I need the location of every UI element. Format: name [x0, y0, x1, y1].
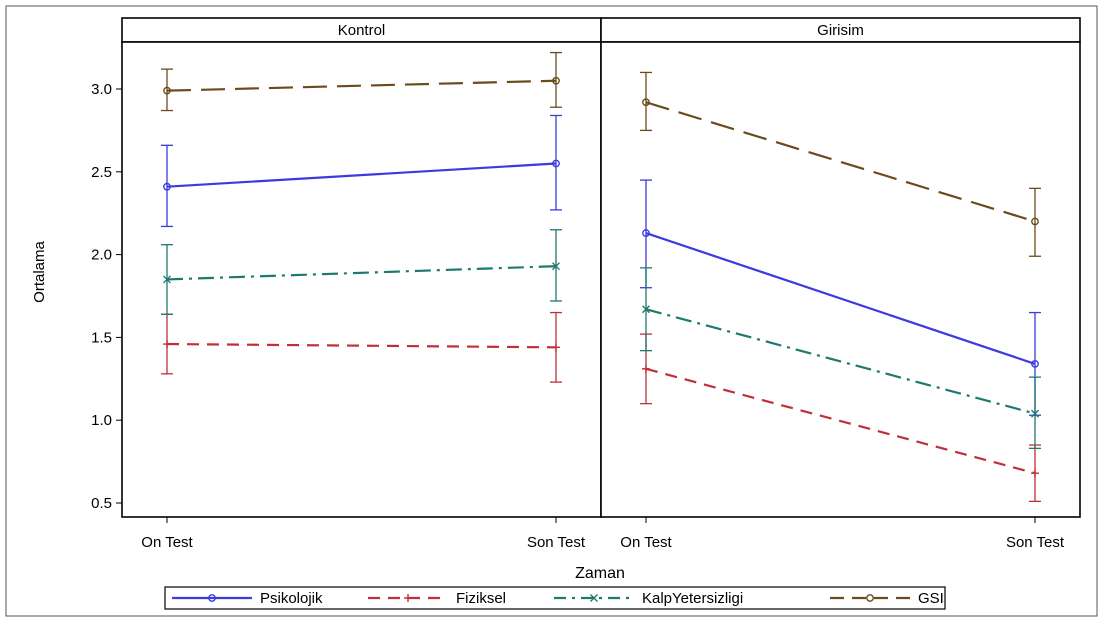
y-axis: 0.5 1.0 1.5 2.0 2.5 3.0: [91, 81, 122, 512]
x-tick-label: On Test: [141, 534, 193, 551]
series-line: [166, 265, 557, 281]
data-point: [163, 86, 171, 95]
data-point: [642, 305, 650, 314]
series-line: [645, 367, 1036, 475]
series-line: [166, 162, 557, 188]
series-line: [645, 308, 1036, 415]
y-tick-label: 3.0: [91, 81, 112, 98]
legend: Psikolojik Fiziksel KalpYetersizligi GSI: [164, 586, 946, 610]
series-kalpyetersizligi: [161, 229, 562, 315]
data-point: [552, 76, 560, 85]
y-tick-label: 1.0: [91, 412, 112, 429]
plot-area: [121, 41, 602, 518]
series-psikolojik: [161, 114, 562, 228]
panel-girisim: Girisim On Test Son Test: [600, 17, 1081, 551]
x-tick-label: On Test: [620, 534, 672, 551]
series-gsi: [640, 71, 1041, 257]
data-point: [642, 98, 650, 107]
panel-header: [600, 17, 1081, 43]
data-point: [552, 262, 560, 271]
series-fiziksel: [640, 333, 1041, 502]
series-line: [166, 79, 557, 92]
legend-swatch-marker: [590, 594, 598, 602]
series-line: [645, 232, 1036, 365]
legend-item-fiziksel: Fiziksel: [368, 590, 506, 607]
data-point: [642, 364, 650, 373]
data-point: [163, 182, 171, 191]
data-point: [163, 340, 171, 349]
legend-swatch-marker: [866, 594, 874, 602]
y-axis-label: Ortalama: [31, 241, 48, 303]
x-axis-label: Zaman: [575, 565, 625, 582]
series-kalpyetersizligi: [640, 267, 1041, 450]
panel-title: Girisim: [817, 22, 864, 39]
data-point: [1031, 217, 1039, 226]
y-tick-label: 0.5: [91, 495, 112, 512]
legend-label: Psikolojik: [260, 590, 323, 607]
legend-label: GSI: [918, 590, 944, 607]
legend-item-gsi: GSI: [830, 590, 944, 607]
data-point: [1031, 359, 1039, 368]
legend-label: KalpYetersizligi: [642, 590, 743, 607]
panel-kontrol: Kontrol On Test Son Test: [121, 17, 602, 551]
x-tick-label: Son Test: [527, 534, 586, 551]
data-point: [552, 343, 560, 352]
y-tick-label: 2.0: [91, 247, 112, 264]
legend-label: Fiziksel: [456, 590, 506, 607]
data-point: [642, 229, 650, 237]
series-gsi: [161, 51, 562, 112]
legend-swatch-marker: [404, 594, 412, 602]
y-tick-label: 1.5: [91, 329, 112, 346]
legend-item-kalpyetersizligi: KalpYetersizligi: [554, 590, 743, 607]
legend-swatch-marker: [208, 594, 216, 602]
x-tick-label: Son Test: [1006, 534, 1065, 551]
y-tick-label: 2.5: [91, 164, 112, 181]
legend-item-psikolojik: Psikolojik: [172, 590, 323, 607]
data-point: [1031, 409, 1039, 418]
series-line: [166, 342, 557, 349]
panel-title: Kontrol: [338, 22, 386, 39]
data-point: [163, 275, 171, 284]
plot-area: [600, 41, 1081, 518]
data-point: [552, 159, 560, 168]
data-point: [1031, 469, 1039, 478]
